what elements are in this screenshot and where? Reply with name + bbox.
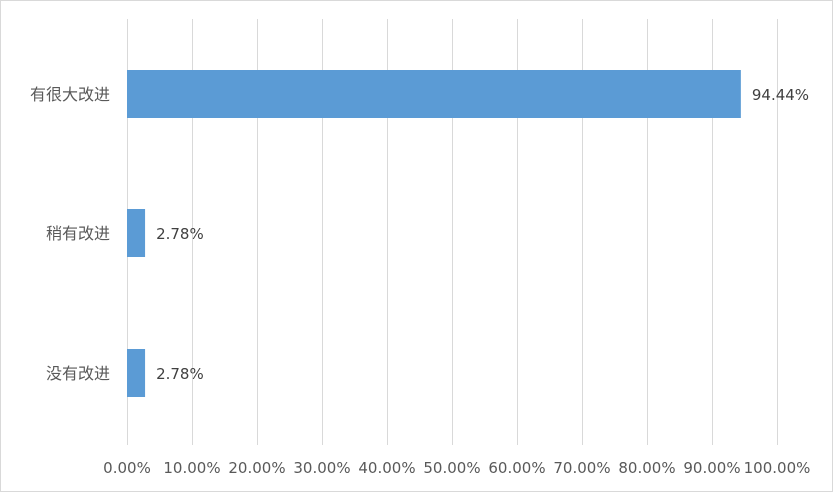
- bar-1: [127, 70, 741, 118]
- category-label: 稍有改进: [46, 224, 110, 243]
- x-tick-label: 10.00%: [163, 459, 220, 477]
- bar-2: [127, 209, 146, 257]
- x-tick-label: 0.00%: [103, 459, 151, 477]
- x-tick-label: 60.00%: [488, 459, 545, 477]
- x-tick-label: 90.00%: [683, 459, 740, 477]
- x-tick-label: 40.00%: [358, 459, 415, 477]
- bars: [127, 70, 741, 397]
- x-tick-label: 20.00%: [228, 459, 285, 477]
- x-tick-label: 100.00%: [744, 459, 811, 477]
- data-label: 94.44%: [752, 86, 809, 104]
- category-label: 没有改进: [46, 364, 110, 383]
- x-tick-label: 50.00%: [423, 459, 480, 477]
- labels: 0.00% 10.00% 20.00% 30.00% 40.00% 50.00% 60.00…: [30, 85, 810, 477]
- data-label: 2.78%: [156, 365, 204, 383]
- x-tick-label: 70.00%: [553, 459, 610, 477]
- x-tick-label: 80.00%: [618, 459, 675, 477]
- x-tick-label: 30.00%: [293, 459, 350, 477]
- category-label: 有很大改进: [30, 85, 110, 104]
- data-label: 2.78%: [156, 225, 204, 243]
- bar-3: [127, 349, 146, 397]
